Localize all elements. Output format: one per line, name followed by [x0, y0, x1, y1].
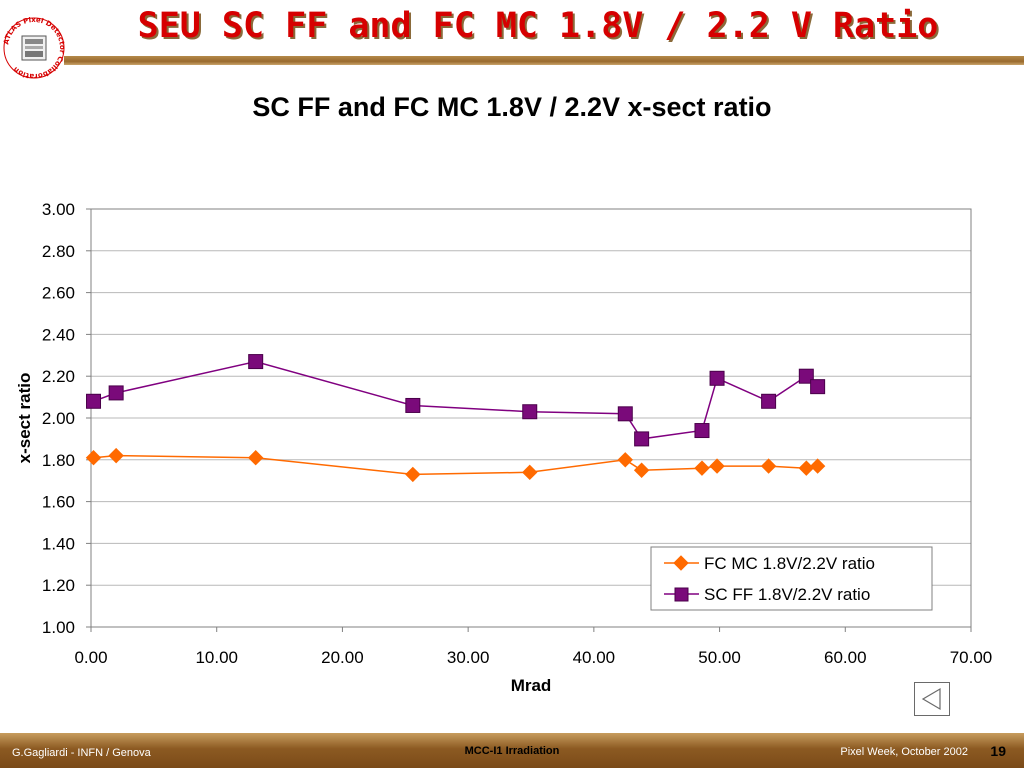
y-tick-label: 1.00 [42, 618, 75, 637]
x-tick-label: 20.00 [321, 648, 364, 667]
y-tick-labels: 1.00 1.20 1.40 1.60 1.80 2.00 2.20 2.40 2.60 2.80… [42, 200, 75, 637]
y-tick-label: 1.60 [42, 493, 75, 512]
y-tick-label: 2.40 [42, 325, 75, 344]
footer-author: G.Gagliardi - INFN / Genova [12, 747, 151, 759]
sc-point [694, 423, 710, 439]
x-axis-label: Mrad [511, 676, 552, 695]
plot-area [90, 208, 972, 628]
y-tick-label: 2.80 [42, 242, 75, 261]
y-tick-label: 1.20 [42, 576, 75, 595]
footer-event: Pixel Week, October 2002 [840, 746, 968, 758]
sc-point [709, 370, 725, 386]
footer-bar: G.Gagliardi - INFN / Genova MCC-I1 Irrad… [0, 733, 1024, 768]
sc-point [248, 354, 264, 370]
sc-point [617, 406, 633, 422]
x-tick-marks [90, 627, 972, 632]
chart-title: SC FF and FC MC 1.8V / 2.2V x-sect ratio [252, 92, 771, 122]
fc-point [709, 458, 725, 474]
chart: SC FF and FC MC 1.8V / 2.2V x-sect ratio… [15, 92, 992, 695]
x-tick-label: 0.00 [74, 648, 107, 667]
x-tick-label: 40.00 [573, 648, 616, 667]
x-tick-label: 70.00 [950, 648, 993, 667]
fc-point [798, 460, 815, 476]
triangle-left-icon [921, 687, 941, 711]
atlas-pixel-logo: ATLAS Pixel Detector Collaboration [2, 16, 66, 80]
sc-point [761, 393, 777, 409]
fc-point [522, 464, 538, 481]
x-tick-label: 60.00 [824, 648, 867, 667]
y-tick-label: 2.20 [42, 367, 75, 386]
fc-point [760, 458, 777, 474]
x-tick-labels: 0.00 10.00 20.00 30.00 40.00 50.00 60.00 70.00 [74, 648, 992, 667]
fc-point [633, 462, 650, 478]
x-tick-label: 30.00 [447, 648, 490, 667]
legend-fc-marker [673, 555, 689, 571]
sc-point [522, 404, 538, 420]
legend-sc-marker [674, 587, 689, 602]
fc-point [809, 458, 826, 474]
y-tick-label: 1.40 [42, 534, 75, 553]
fc-point [247, 450, 264, 466]
slide-title: SEU SC FF and FC MC 1.8V / 2.2 V Ratio [137, 6, 939, 46]
title-rule [64, 56, 1024, 65]
legend-box [650, 546, 933, 611]
fc-point [85, 450, 102, 466]
x-tick-label: 50.00 [698, 648, 741, 667]
sc-point [634, 431, 650, 447]
y-axis-label: x-sect ratio [15, 373, 34, 464]
sc-point [108, 385, 124, 401]
page-number: 19 [990, 743, 1006, 759]
fc-point [694, 460, 710, 476]
legend-fc-label: FC MC 1.8V/2.2V ratio [704, 554, 875, 573]
series-layer [85, 354, 826, 483]
sc-point [798, 368, 814, 384]
sc-point [86, 393, 102, 409]
sc-point [405, 397, 421, 413]
y-tick-label: 1.80 [42, 451, 75, 470]
fc-point [617, 452, 633, 468]
legend: FC MC 1.8V/2.2V ratio SC FF 1.8V/2.2V ra… [650, 546, 933, 611]
legend-sc-label: SC FF 1.8V/2.2V ratio [704, 585, 870, 604]
fc-series-line [93, 454, 818, 476]
y-tick-label: 3.00 [42, 200, 75, 219]
x-tick-label: 10.00 [195, 648, 238, 667]
fc-point [405, 466, 421, 483]
sc-point [810, 379, 826, 395]
y-tick-label: 2.00 [42, 409, 75, 428]
y-gridlines [86, 208, 971, 628]
nav-back-button[interactable] [914, 682, 950, 716]
fc-point [108, 447, 124, 464]
y-tick-label: 2.60 [42, 284, 75, 303]
footer-center: MCC-I1 Irradiation [464, 745, 560, 757]
